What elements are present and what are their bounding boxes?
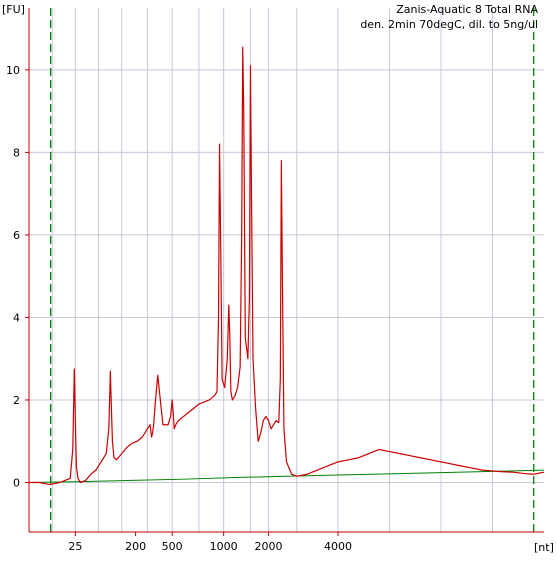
x-tick-label: 200 bbox=[125, 540, 146, 553]
trace-line bbox=[29, 46, 545, 486]
marker-lines bbox=[49, 8, 535, 532]
plot-background bbox=[29, 8, 544, 532]
y-tick-label: 10 bbox=[6, 64, 20, 77]
x-tick-label: 500 bbox=[162, 540, 183, 553]
y-tick-label: 4 bbox=[13, 311, 20, 324]
y-tick-labels: 0 2 4 6 8 10 bbox=[6, 64, 29, 489]
x-tick-labels: 25 200 500 1000 2000 4000 bbox=[68, 532, 352, 553]
x-tick-label: 1000 bbox=[210, 540, 238, 553]
y-tick-label: 0 bbox=[13, 476, 20, 489]
x-tick-label: 2000 bbox=[254, 540, 282, 553]
y-tick-label: 6 bbox=[13, 229, 20, 242]
x-axis-label: [nt] bbox=[534, 541, 554, 554]
axes bbox=[28, 8, 544, 533]
x-tick-label: 4000 bbox=[324, 540, 352, 553]
y-tick-label: 8 bbox=[13, 146, 20, 159]
series-group bbox=[28, 46, 545, 486]
baseline-line bbox=[28, 469, 545, 483]
y-tick-label: 2 bbox=[13, 394, 20, 407]
x-tick-label: 25 bbox=[68, 540, 82, 553]
y-axis-label: [FU] bbox=[2, 3, 25, 16]
chart-subtitle: den. 2min 70degC, dil. to 5ng/ul bbox=[360, 18, 538, 31]
chart-title: Zanis-Aquatic 8 Total RNA bbox=[396, 3, 538, 16]
